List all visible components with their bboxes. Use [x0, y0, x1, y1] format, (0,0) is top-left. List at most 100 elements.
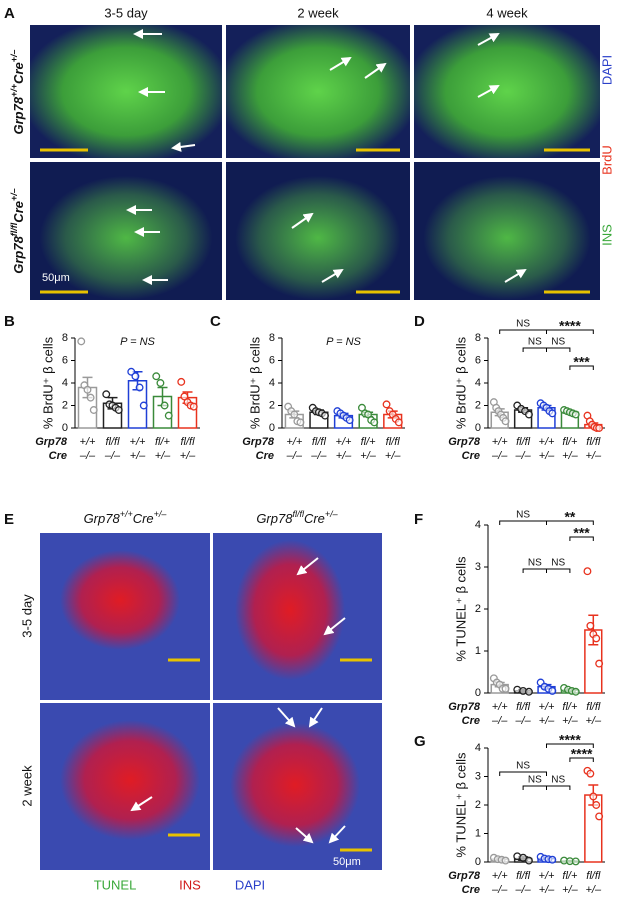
x-tick-label: –/– — [104, 450, 121, 462]
x-tick-label: fl/fl — [516, 701, 531, 713]
significance-label: *** — [573, 354, 590, 370]
row-label: Cre — [462, 715, 480, 727]
y-tick-label: 0 — [475, 856, 481, 868]
x-tick-label: +/– — [180, 450, 196, 462]
gene: Grp78 — [84, 511, 121, 526]
superscript: +/– — [9, 49, 19, 62]
data-point — [592, 801, 601, 809]
x-tick-label: +/– — [585, 450, 601, 462]
genotype-label: Grp78fl/flCre+/– — [256, 509, 338, 526]
data-point — [89, 406, 98, 414]
data-point — [135, 383, 144, 392]
x-tick-label: +/+ — [492, 870, 508, 882]
data-point — [345, 416, 354, 425]
data-point — [394, 418, 403, 427]
significance-label: NS — [516, 761, 530, 772]
y-tick-label: 2 — [269, 399, 275, 411]
significance-bracket — [546, 785, 571, 790]
data-point — [321, 411, 329, 420]
x-tick-label: fl/+ — [562, 870, 578, 882]
x-tick-label: +/+ — [539, 701, 555, 713]
gene: Grp78 — [11, 235, 26, 273]
genotype-label: Grp78fl/flCre+/– — [9, 188, 26, 274]
significance-label: NS — [528, 775, 542, 786]
significance-bracket — [569, 536, 594, 541]
x-tick-label: +/+ — [539, 870, 555, 882]
micrograph — [226, 162, 410, 300]
superscript: fl/fl — [9, 222, 19, 236]
channel-label: INS — [599, 224, 614, 246]
y-axis-label: % TUNEL⁺ β cells — [453, 752, 468, 858]
significance-bracket — [499, 520, 547, 525]
data-point — [189, 402, 198, 411]
cre: Cre — [304, 511, 325, 526]
data-point — [501, 856, 510, 865]
x-tick-label: –/– — [310, 450, 327, 462]
genotype-label: Grp78+/+Cre+/– — [84, 509, 168, 526]
x-tick-label: +/– — [130, 450, 146, 462]
micrograph — [414, 162, 600, 300]
y-tick-label: 2 — [62, 399, 68, 411]
data-point — [595, 659, 604, 668]
x-tick-label: +/– — [585, 884, 601, 896]
column-label: 4 week — [486, 5, 528, 20]
y-tick-label: 0 — [475, 422, 481, 434]
x-tick-label: +/– — [360, 450, 376, 462]
x-tick-label: +/– — [539, 715, 555, 727]
x-tick-label: fl/fl — [516, 870, 531, 882]
data-point — [83, 385, 92, 394]
x-tick-label: +/– — [562, 450, 578, 462]
genotype-label: Grp78+/+Cre+/– — [9, 49, 26, 134]
data-point — [501, 684, 510, 693]
data-point — [382, 400, 391, 409]
data-point — [583, 567, 592, 576]
x-tick-label: –/– — [514, 450, 531, 462]
x-tick-label: fl/fl — [105, 436, 120, 448]
panel-letter: G — [414, 733, 426, 750]
y-tick-label: 0 — [62, 422, 68, 434]
x-tick-label: fl/+ — [562, 436, 578, 448]
x-tick-label: +/– — [155, 450, 171, 462]
scale-label: 50μm — [333, 856, 361, 868]
panel-letter: B — [4, 313, 15, 330]
y-tick-label: 6 — [62, 354, 68, 366]
channel-label: DAPI — [235, 877, 265, 892]
y-tick-label: 1 — [475, 645, 481, 657]
panel-letter: A — [4, 5, 15, 22]
x-tick-label: –/– — [491, 715, 508, 727]
data-point — [525, 410, 533, 419]
data-point — [525, 856, 533, 865]
y-tick-label: 8 — [62, 332, 68, 344]
significance-label: **** — [559, 732, 581, 748]
x-tick-label: +/+ — [80, 436, 96, 448]
panel-letter: E — [4, 511, 14, 528]
significance-label: NS — [516, 319, 530, 330]
x-tick-label: +/– — [539, 450, 555, 462]
x-tick-label: +/– — [336, 450, 352, 462]
y-tick-label: 0 — [475, 687, 481, 699]
channel-label: INS — [179, 877, 201, 892]
x-tick-label: fl/fl — [586, 701, 601, 713]
column-label: 2 week — [297, 5, 339, 20]
row-label: Grp78 — [448, 701, 481, 713]
row-label: Grp78 — [35, 436, 68, 448]
gene: Grp78 — [256, 511, 293, 526]
data-point — [77, 337, 86, 346]
significance-bracket — [499, 771, 547, 776]
y-axis-label: % TUNEL⁺ β cells — [453, 556, 468, 662]
panel-letter: D — [414, 313, 425, 330]
significance-bracket — [546, 568, 571, 573]
data-point — [86, 393, 95, 402]
data-point — [156, 379, 165, 387]
x-tick-label: +/– — [385, 450, 401, 462]
y-tick-label: 6 — [475, 354, 481, 366]
significance-bracket — [522, 568, 547, 573]
x-tick-label: fl/fl — [386, 436, 401, 448]
x-tick-label: fl/+ — [562, 701, 578, 713]
y-tick-label: 4 — [475, 377, 481, 389]
y-axis-label: % BrdU⁺ β cells — [247, 336, 262, 429]
data-point — [290, 410, 299, 419]
significance-bracket — [546, 347, 571, 352]
data-point — [595, 424, 604, 432]
